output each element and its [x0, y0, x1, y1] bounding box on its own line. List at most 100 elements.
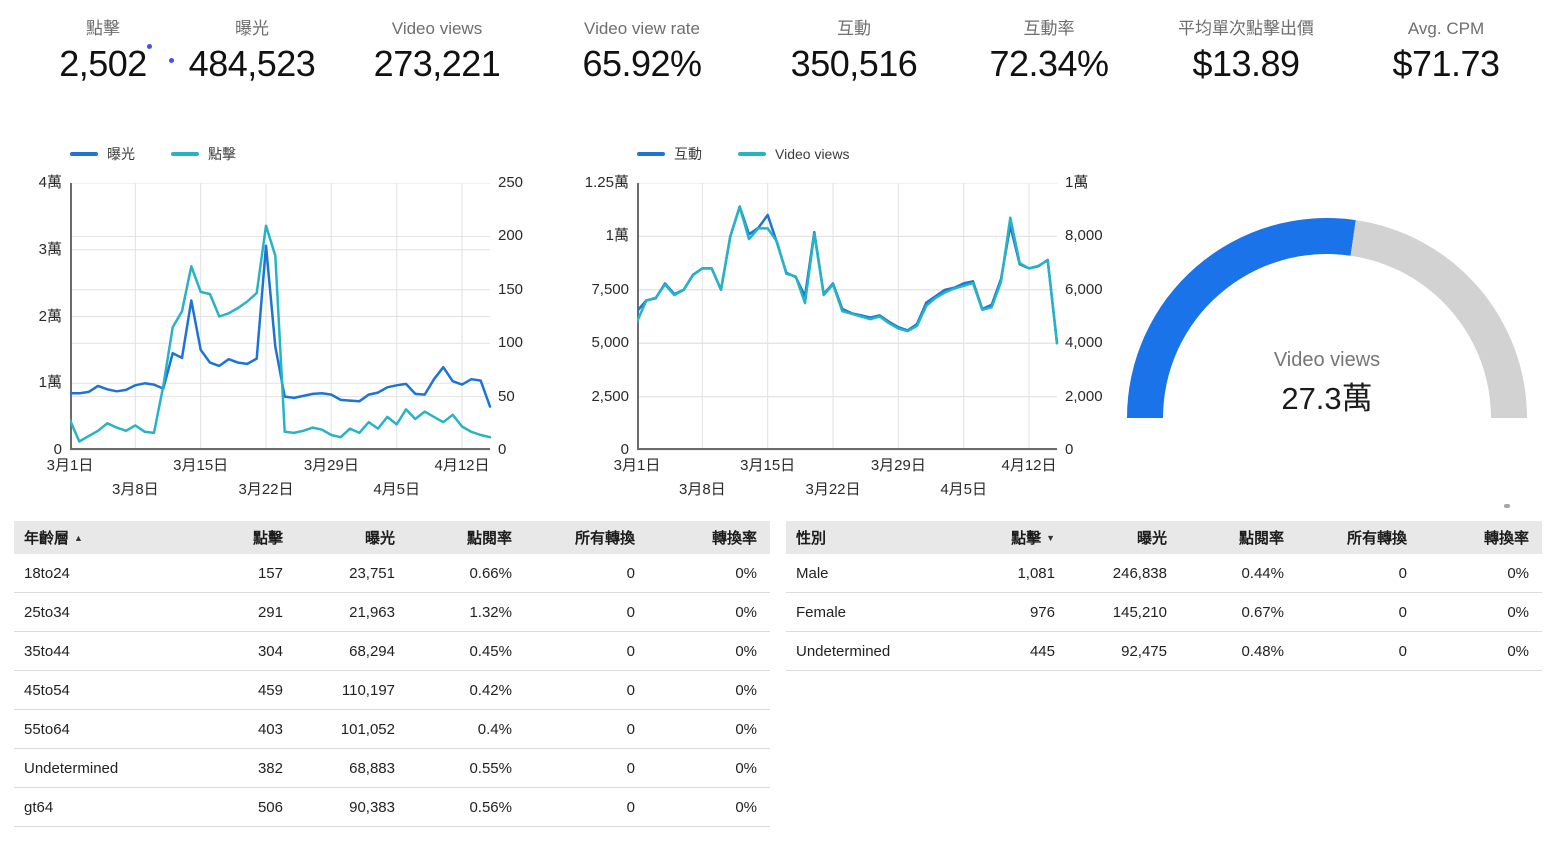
series-line-teal — [70, 224, 492, 443]
chart-legend: 曝光 點擊 — [70, 144, 236, 164]
y-axis-left-tick: 2,500 — [591, 387, 629, 405]
annotation-dot-icon — [147, 44, 152, 49]
x-axis-tick: 3月1日 — [613, 457, 661, 474]
kpi-card-avg-cpc[interactable]: 平均單次點擊出價 $13.89 — [1143, 18, 1349, 84]
resize-handle-icon[interactable] — [1504, 504, 1510, 508]
engagement-videoviews-chart[interactable]: 互動 Video views 0 2,500 5,000 7,500 1萬 1.25萬 0 2,… — [567, 140, 1112, 505]
value-cell: 976 — [941, 592, 1055, 632]
column-header[interactable]: 所有轉換 — [512, 521, 635, 554]
value-cell: 0 — [512, 631, 635, 671]
impressions-clicks-chart[interactable]: 曝光 點擊 0 1萬 2萬 3萬 4萬 0 50 100 150 200 250 3月1日 3月15日 3月… — [0, 140, 545, 505]
chart-plot-area — [70, 183, 492, 451]
legend-swatch-icon — [70, 152, 98, 156]
x-axis-tick: 3月8日 — [678, 481, 726, 498]
table-row: Female 976 145,210 0.67% 0 0% — [786, 592, 1542, 632]
y-axis-left-tick: 1萬 — [38, 374, 62, 392]
value-cell: 68,294 — [283, 631, 395, 671]
kpi-value: 350,516 — [790, 43, 918, 84]
kpi-card-engagements[interactable]: 互動 350,516 — [751, 18, 957, 84]
y-axis-right-tick: 150 — [498, 280, 524, 298]
value-cell: 0% — [1407, 592, 1542, 632]
value-cell: 0% — [635, 554, 770, 593]
value-cell: 1,081 — [941, 554, 1055, 593]
age-group-table: 年齡層 ▲ 點擊 曝光 點閱率 所有轉換 轉換率 18to24 157 23,751 0.66% 0 0… — [14, 521, 770, 827]
value-cell: 0 — [1284, 554, 1407, 593]
column-header[interactable]: 曝光 — [283, 521, 395, 554]
table-row: 25to34 291 21,963 1.32% 0 0% — [14, 592, 770, 632]
y-axis-right-tick: 2,000 — [1065, 387, 1103, 405]
legend-label: Video views — [775, 146, 850, 162]
y-axis-left-tick: 1.25萬 — [584, 174, 629, 191]
y-axis-left-tick: 4萬 — [38, 174, 62, 191]
value-cell: 0% — [635, 709, 770, 749]
value-cell: 0% — [635, 748, 770, 788]
y-axis-right-tick: 1萬 — [1065, 174, 1089, 191]
value-cell: 0 — [512, 709, 635, 749]
x-axis-tick: 3月22日 — [238, 481, 294, 498]
legend-item[interactable]: 點擊 — [171, 144, 236, 164]
gauge-filled-arc — [1127, 218, 1356, 418]
value-cell: 291 — [169, 592, 283, 632]
legend-item[interactable]: 曝光 — [70, 144, 135, 164]
column-header[interactable]: 轉換率 — [635, 521, 770, 554]
kpi-card-video-views[interactable]: Video views 273,221 — [334, 18, 540, 84]
table-row: Male 1,081 246,838 0.44% 0 0% — [786, 554, 1542, 593]
value-cell: 0.42% — [395, 670, 512, 710]
y-axis-right-tick: 0 — [1065, 441, 1074, 458]
y-axis-left-tick: 0 — [53, 441, 62, 458]
y-axis-right-tick: 6,000 — [1065, 280, 1103, 298]
legend-swatch-icon — [637, 152, 665, 156]
value-cell: 0.45% — [395, 631, 512, 671]
y-axis-right-tick: 8,000 — [1065, 227, 1103, 245]
y-axis-left-tick: 2萬 — [38, 307, 62, 325]
table-row: gt64 506 90,383 0.56% 0 0% — [14, 787, 770, 827]
x-axis-tick: 3月15日 — [173, 457, 229, 474]
y-axis-right-tick: 4,000 — [1065, 334, 1103, 352]
column-header[interactable]: 點閱率 — [395, 521, 512, 554]
legend-label: 曝光 — [107, 146, 135, 162]
kpi-card-video-view-rate[interactable]: Video view rate 65.92% — [539, 18, 745, 84]
value-cell: 0.66% — [395, 554, 512, 593]
legend-swatch-icon — [171, 152, 199, 156]
video-views-gauge[interactable]: Video views 27.3萬 — [1124, 213, 1530, 453]
legend-item[interactable]: 互動 — [637, 144, 702, 164]
column-header[interactable]: 點擊 ▼ — [941, 521, 1055, 554]
column-header[interactable]: 轉換率 — [1407, 521, 1542, 554]
column-header[interactable]: 所有轉換 — [1284, 521, 1407, 554]
value-cell: 145,210 — [1055, 592, 1167, 632]
value-cell: 246,838 — [1055, 554, 1167, 593]
kpi-value: 484,523 — [188, 43, 316, 84]
value-cell: 0.56% — [395, 787, 512, 827]
value-cell: 110,197 — [283, 670, 395, 710]
kpi-card-impressions[interactable]: 曝光 484,523 — [149, 18, 355, 84]
kpi-card-engagement-rate[interactable]: 互動率 72.34% — [946, 18, 1152, 84]
value-cell: 157 — [169, 554, 283, 593]
gauge-empty-arc — [1350, 220, 1527, 418]
row-label-cell: Female — [786, 592, 941, 632]
value-cell: 23,751 — [283, 554, 395, 593]
column-header[interactable]: 年齡層 ▲ — [14, 521, 169, 554]
series-line-blue — [637, 205, 1059, 345]
y-axis-left-tick: 1萬 — [605, 227, 629, 245]
table-row: Undetermined 445 92,475 0.48% 0 0% — [786, 631, 1542, 671]
kpi-card-avg-cpm[interactable]: Avg. CPM $71.73 — [1343, 18, 1549, 84]
column-header[interactable]: 性別 — [786, 521, 941, 554]
y-axis-right-tick: 250 — [498, 174, 524, 191]
column-header[interactable]: 點擊 — [169, 521, 283, 554]
column-header[interactable]: 點閱率 — [1167, 521, 1284, 554]
value-cell: 0.48% — [1167, 631, 1284, 671]
x-axis-tick: 4月12日 — [1001, 457, 1057, 474]
value-cell: 101,052 — [283, 709, 395, 749]
value-cell: 0 — [1284, 631, 1407, 671]
legend-label: 點擊 — [208, 146, 236, 162]
column-header[interactable]: 曝光 — [1055, 521, 1167, 554]
legend-item[interactable]: Video views — [738, 146, 849, 162]
value-cell: 92,475 — [1055, 631, 1167, 671]
value-cell: 445 — [941, 631, 1055, 671]
kpi-label: Video view rate — [584, 19, 700, 38]
kpi-card-clicks[interactable]: 點擊 2,502 — [0, 18, 206, 84]
value-cell: 90,383 — [283, 787, 395, 827]
y-axis-left-tick: 3萬 — [38, 240, 62, 258]
x-axis-tick: 3月22日 — [805, 481, 861, 498]
y-axis-left-tick: 0 — [620, 441, 629, 458]
